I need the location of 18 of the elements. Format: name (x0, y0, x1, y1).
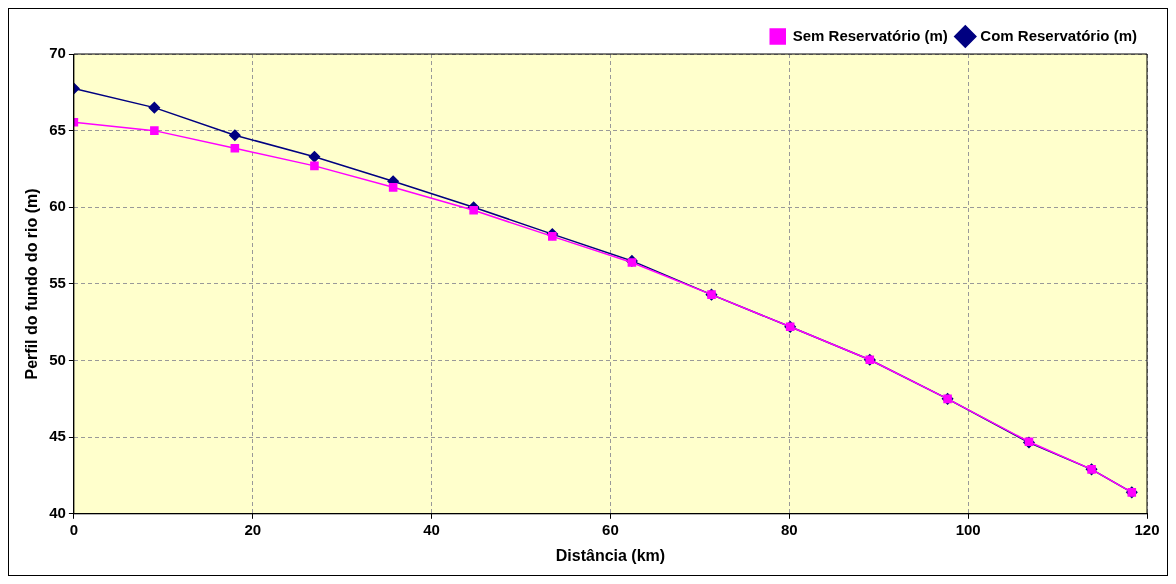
x-tick-label: 100 (955, 520, 981, 538)
y-tick-label: 65 (49, 120, 66, 138)
y-tick-label: 50 (49, 350, 66, 368)
x-axis-title: Distância (km) (555, 546, 666, 564)
y-tick-label: 70 (49, 44, 66, 62)
y-axis-title: Perfil do fundo do rio (m) (23, 188, 41, 380)
y-tick-label: 45 (49, 427, 66, 445)
y-tick-label: 40 (49, 503, 66, 521)
x-tick-label: 80 (780, 520, 798, 538)
y-tick-label: 60 (49, 197, 66, 215)
x-tick-label: 60 (602, 520, 619, 538)
x-tick-label: 40 (423, 520, 440, 538)
legend-label: Com Reservatório (m) (980, 26, 1137, 44)
x-tick-label: 20 (244, 520, 262, 538)
x-tick-label: 0 (69, 520, 79, 538)
legend-label: Sem Reservatório (m) (792, 26, 948, 44)
x-tick-label: 120 (1134, 520, 1160, 538)
y-tick-label: 55 (49, 274, 66, 292)
